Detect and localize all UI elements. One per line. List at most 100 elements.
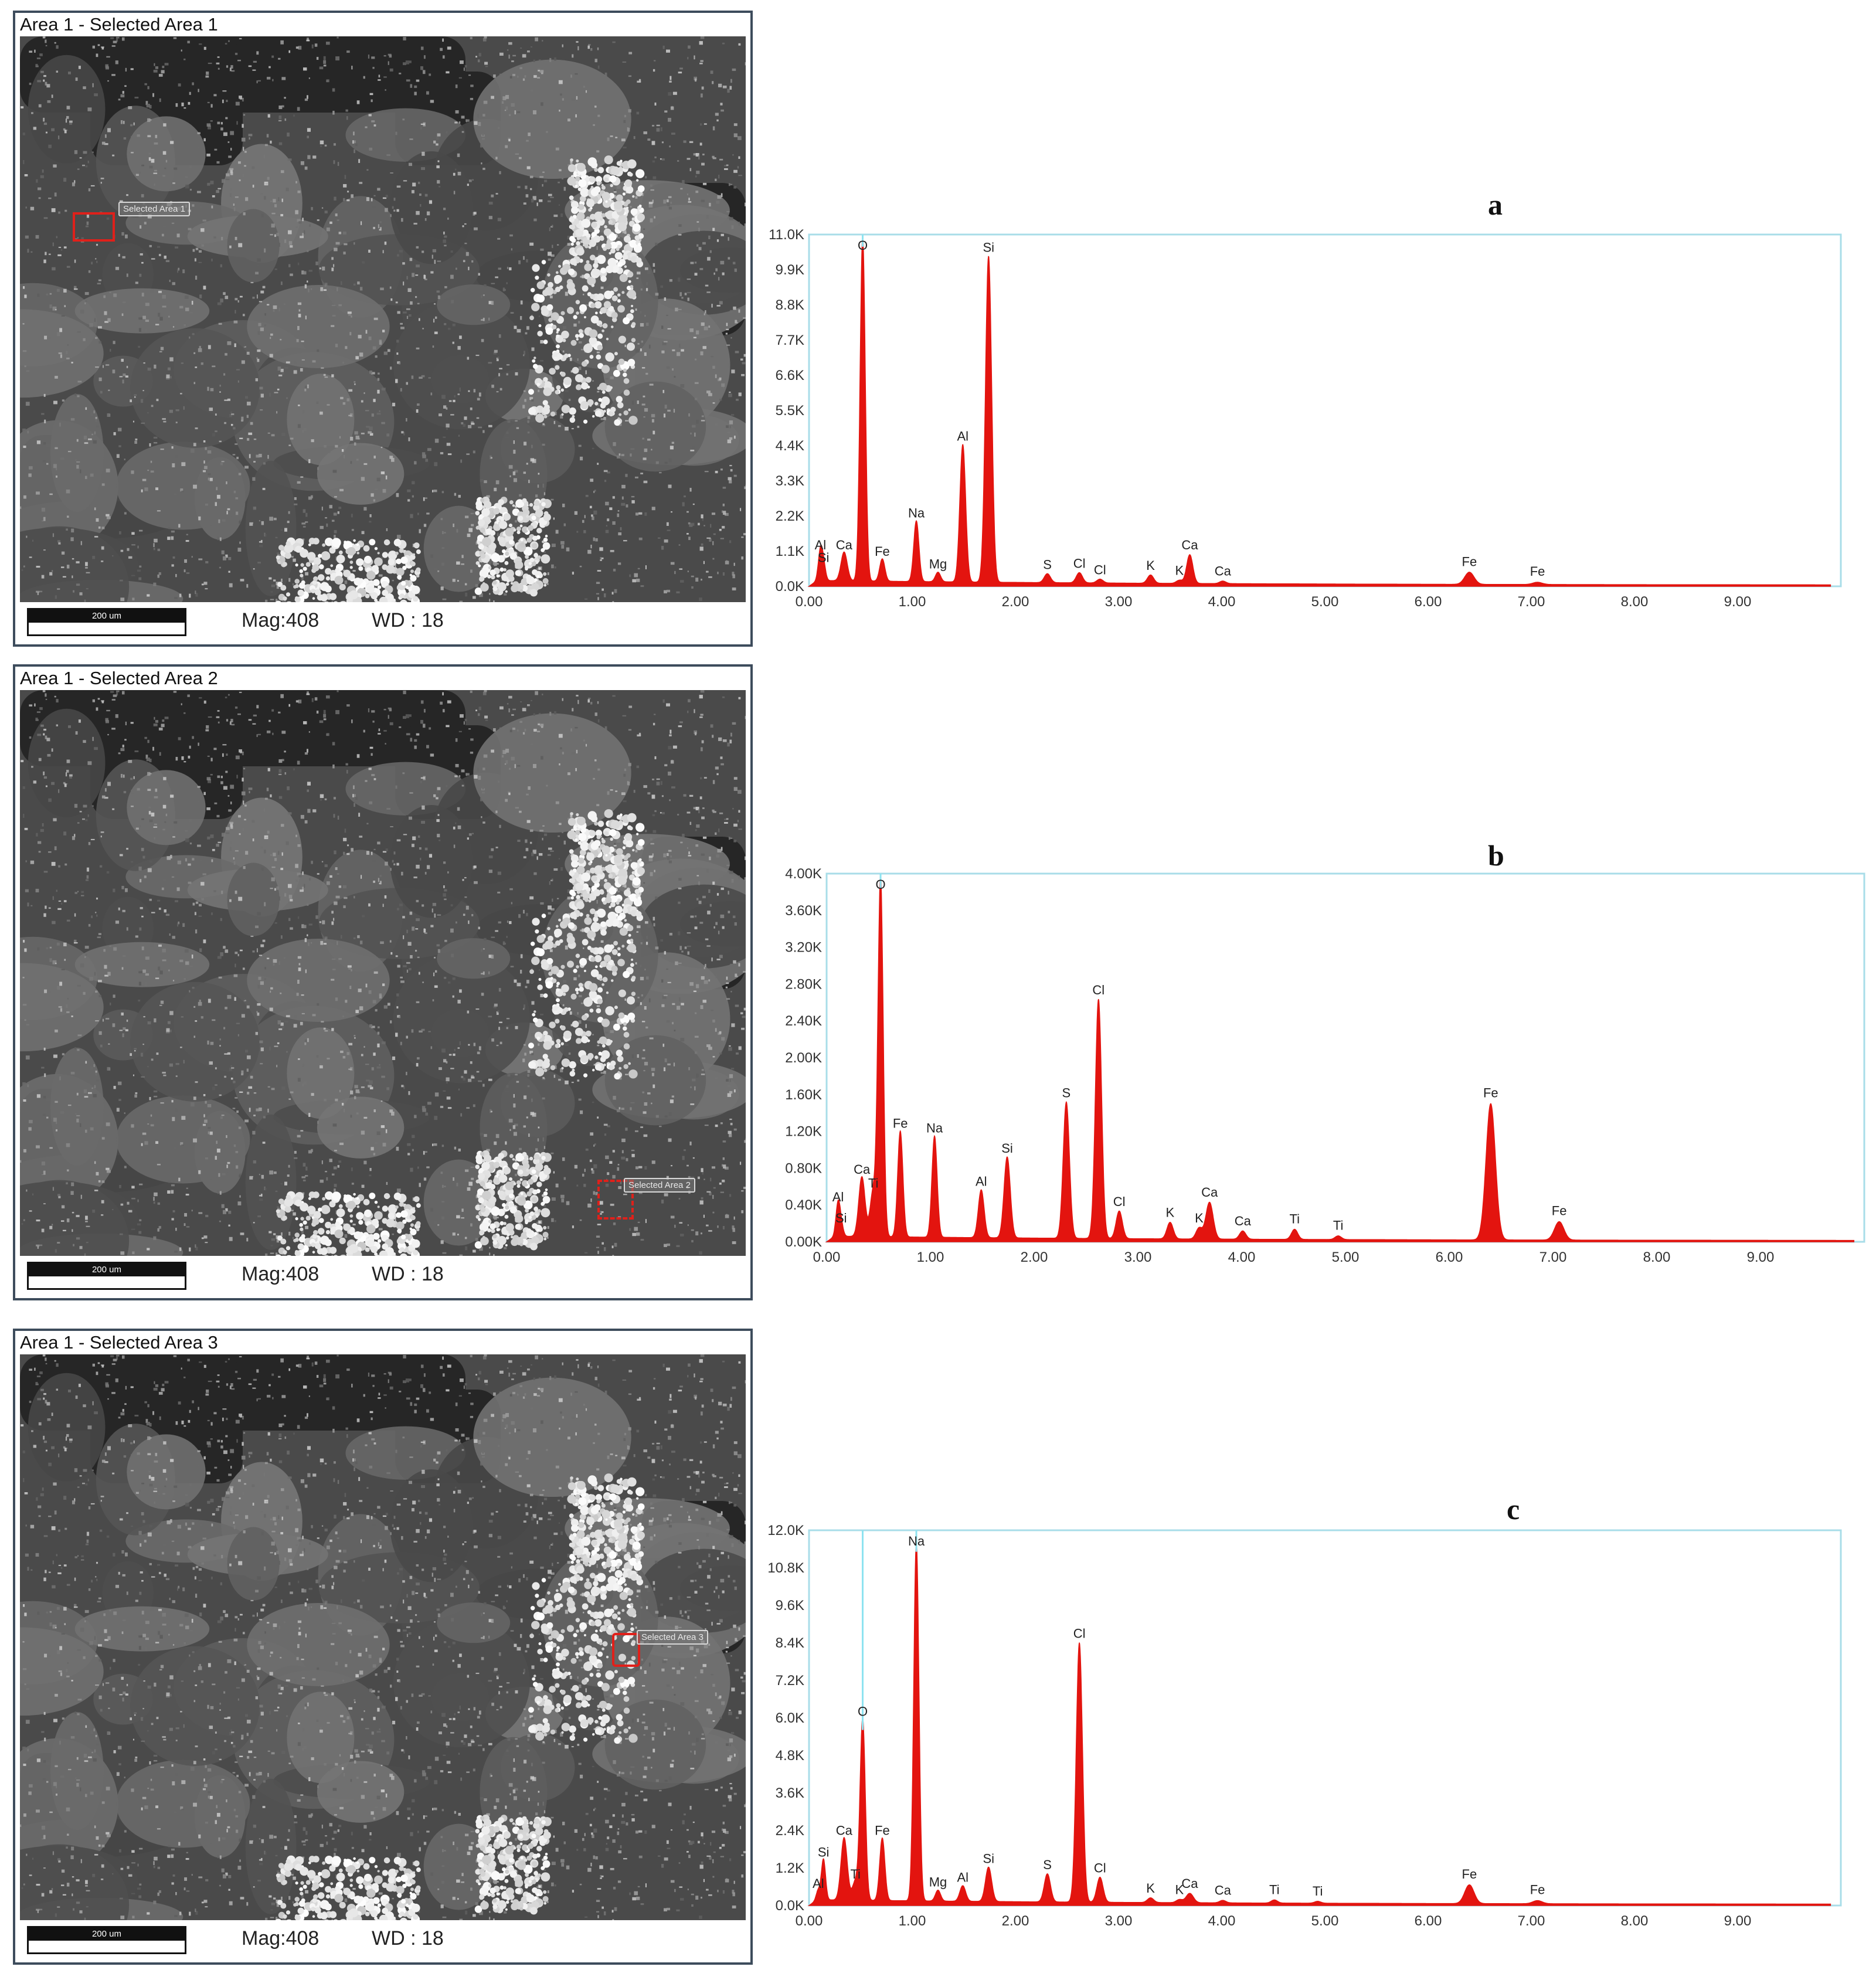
y-tick-label: 6.6K (776, 368, 804, 383)
working-distance-label: WD : 18 (372, 1263, 444, 1285)
y-tick-label: 1.60K (785, 1087, 822, 1103)
magnification-label: Mag:408 (242, 609, 320, 631)
spectrum-area (807, 1541, 1831, 1906)
peak-label-s: S (1062, 1086, 1071, 1101)
x-tick-label: 3.00 (1124, 1249, 1152, 1265)
y-tick-label: 2.00K (785, 1050, 822, 1066)
sem-micrograph: Selected Area 2 (20, 690, 746, 1256)
peak-label-ca: Ca (836, 538, 853, 552)
peak-label-ca: Ca (1181, 538, 1198, 552)
x-tick-label: 9.00 (1724, 1913, 1752, 1929)
selected-area-tag: Selected Area 1 (118, 202, 190, 216)
plot-frame (825, 872, 1865, 1243)
magnification-label: Mag:408 (242, 1263, 320, 1285)
y-tick-label: 4.4K (776, 438, 804, 454)
y-tick-label: 0.0K (776, 1898, 804, 1914)
peak-label-o: O (858, 238, 868, 253)
x-tick-label: 7.00 (1539, 1249, 1567, 1265)
scale-bar: 200 um (27, 1926, 186, 1954)
scale-bar: 200 um (27, 608, 186, 636)
peak-label-al: Al (813, 1876, 824, 1891)
panel-letter-b: b (1488, 839, 1504, 872)
y-tick-label: 3.60K (785, 903, 822, 919)
peak-label-ca: Ca (1235, 1214, 1252, 1228)
panel-letter-c: c (1507, 1493, 1520, 1526)
y-tick-label: 11.0K (769, 229, 804, 243)
peak-label-ti: Ti (1333, 1218, 1344, 1233)
sem-info-bar: 200 um Mag:408 WD : 18 (20, 602, 746, 644)
peak-label-fe: Fe (1462, 1867, 1477, 1881)
x-tick-label: 1.00 (899, 1913, 926, 1929)
selected-area-box (73, 212, 115, 242)
y-tick-label: 3.6K (776, 1785, 804, 1801)
plot-frame (808, 233, 1842, 587)
x-tick-label: 0.00 (796, 594, 823, 610)
x-tick-label: 3.00 (1105, 1913, 1133, 1929)
peak-label-si: Si (1001, 1141, 1013, 1156)
peak-label-cl: Cl (1073, 1626, 1086, 1640)
selected-area-tag: Selected Area 3 (637, 1630, 708, 1645)
peak-label-k: K (1195, 1211, 1204, 1225)
peak-label-fe: Fe (875, 544, 890, 559)
sem-texture (20, 1354, 746, 1920)
y-tick-label: 9.9K (776, 262, 804, 278)
sem-panel-b: Area 1 - Selected Area 2 Selected Area 2… (13, 664, 753, 1300)
eds-spectrum-c: 0.0K 1.2K 2.4K 3.6K 4.8K 6.0K 7.2K 8.4K 9.6K 10.8… (767, 1524, 1842, 1929)
x-tick-label: 1.00 (899, 594, 926, 610)
y-tick-label: 4.8K (776, 1748, 804, 1764)
x-tick-label: 9.00 (1747, 1249, 1775, 1265)
selected-area-tag: Selected Area 2 (624, 1178, 695, 1193)
y-tick-label: 10.8K (767, 1560, 804, 1576)
y-tick-label: 9.6K (776, 1598, 804, 1614)
x-tick-label: 6.00 (1415, 594, 1442, 610)
peak-label-fe: Fe (875, 1823, 890, 1837)
peak-label-cl: Cl (1113, 1194, 1126, 1209)
peak-label-fe: Fe (893, 1116, 908, 1130)
y-tick-label: 2.2K (776, 508, 804, 524)
y-tick-label: 2.40K (785, 1013, 822, 1029)
scale-bar: 200 um (27, 1262, 186, 1290)
x-tick-label: 5.00 (1311, 1913, 1339, 1929)
y-tick-label: 1.1K (776, 544, 804, 559)
peak-label-na: Na (908, 1534, 925, 1548)
peak-label-ti: Ti (1290, 1212, 1300, 1227)
peak-label-k: K (1146, 558, 1155, 573)
sem-texture (20, 36, 746, 602)
peak-label-fe: Fe (1462, 554, 1477, 569)
x-tick-label: 0.00 (796, 1913, 823, 1929)
sem-micrograph: Selected Area 3 (20, 1354, 746, 1920)
y-tick-label: 3.20K (785, 940, 822, 956)
peak-label-al: Al (815, 538, 827, 552)
selected-area-box (612, 1633, 640, 1667)
y-tick-label: 0.40K (785, 1197, 822, 1213)
sem-info-bar: 200 um Mag:408 WD : 18 (20, 1256, 746, 1298)
plot-frame (808, 1529, 1842, 1907)
peak-label-si: Si (818, 1845, 830, 1860)
y-tick-label: 8.4K (776, 1635, 804, 1651)
x-tick-label: 2.00 (1002, 594, 1029, 610)
peak-label-ca: Ca (836, 1823, 853, 1837)
peak-label-ca: Ca (1201, 1185, 1218, 1200)
peak-label-s: S (1043, 558, 1052, 572)
eds-spectrum-b: 0.00K0.40K0.80K1.20K1.60K2.00K2.40K2.80K… (785, 868, 1865, 1265)
peak-label-o: O (858, 1704, 868, 1719)
peak-label-si: Si (835, 1211, 847, 1225)
eds-spectrum-a: 0.0K 1.1K 2.2K 3.3K 4.4K 5.5K 6.6K 7.7K 8.8K 9.9K… (769, 229, 1842, 610)
x-tick-label: 8.00 (1621, 594, 1649, 610)
peak-label-ti: Ti (1269, 1883, 1280, 1897)
peak-label-si: Si (983, 240, 994, 255)
x-tick-label: 5.00 (1311, 594, 1339, 610)
peak-label-ti: Ti (868, 1176, 879, 1191)
y-tick-label: 2.4K (776, 1823, 804, 1839)
x-tick-label: 1.00 (917, 1249, 944, 1265)
y-tick-label: 0.0K (776, 579, 804, 595)
x-tick-label: 3.00 (1105, 594, 1133, 610)
peak-label-al: Al (957, 429, 968, 443)
x-tick-label: 7.00 (1518, 594, 1545, 610)
y-tick-label: 7.2K (776, 1673, 804, 1689)
y-tick-label: 7.7K (776, 332, 804, 348)
peak-label-fe: Fe (1552, 1204, 1567, 1218)
x-tick-label: 6.00 (1415, 1913, 1442, 1929)
peak-label-fe: Fe (1530, 1883, 1545, 1897)
scale-bar-label: 200 um (91, 1265, 122, 1275)
